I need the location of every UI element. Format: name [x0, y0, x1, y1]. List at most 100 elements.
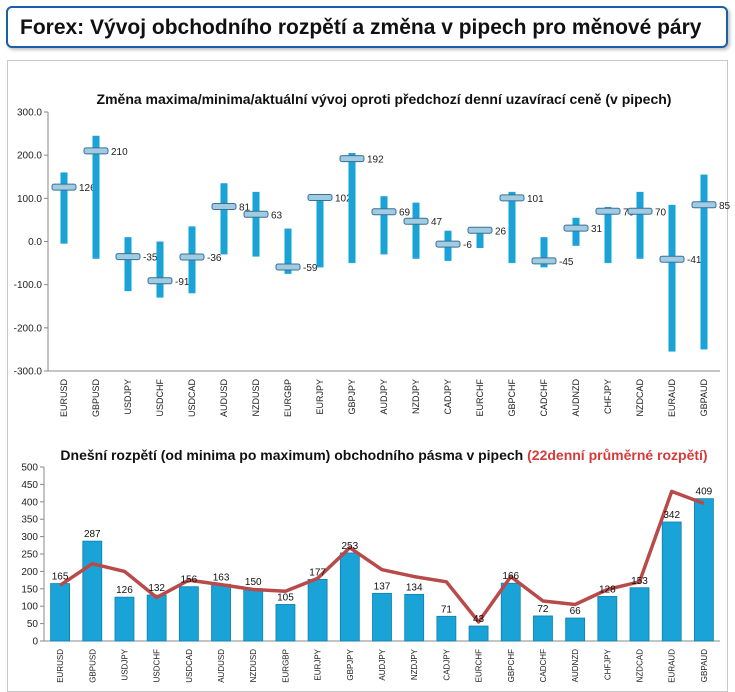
- chart2-category-label: GBPUSD: [88, 649, 97, 683]
- chart2-category-label: EURUSD: [56, 649, 65, 683]
- chart1-current-marker: [147, 277, 173, 285]
- chart2-bar: [307, 579, 328, 642]
- chart2-bar: [468, 625, 489, 642]
- chart2-bar: [372, 592, 392, 642]
- chart1-y-tick-label: -100.0: [14, 280, 43, 291]
- chart2-y-tick-label: 200: [21, 567, 38, 578]
- chart1-current-marker: [211, 203, 237, 211]
- chart1-current-marker: [51, 183, 77, 191]
- chart1-range-bar: [316, 194, 324, 268]
- chart1-range-bar: [668, 204, 676, 352]
- chart1-value-label: 69: [399, 208, 411, 219]
- chart2-title-highlight: (22denní průměrné rozpětí): [527, 447, 707, 463]
- chart2-bar: [114, 596, 135, 642]
- chart1-y-tick-label: 100.0: [17, 194, 42, 205]
- chart2-value-label: 43: [473, 614, 485, 625]
- chart1-range-bar: [60, 172, 68, 244]
- chart2-category-label: USDCAD: [185, 649, 194, 683]
- chart2-bar: [629, 587, 650, 642]
- chart1-category-label: GBPJPY: [347, 379, 357, 415]
- chart2-title-main: Dnešní rozpětí (od minima po maximum) ob…: [60, 447, 523, 463]
- chart1-value-label: 85: [719, 201, 731, 212]
- chart1-category-label: USDJPY: [123, 379, 133, 415]
- chart1-current-marker: [83, 147, 109, 155]
- chart2-category-label: EURAUD: [668, 649, 677, 683]
- chart1-value-label: -36: [207, 253, 222, 264]
- chart2-value-label: 177: [309, 567, 326, 578]
- chart1-value-label: -59: [303, 263, 318, 274]
- chart2-bar: [565, 617, 586, 642]
- chart1-y-tick-label: 200.0: [17, 151, 42, 162]
- chart1-category-label: NZDUSD: [251, 379, 261, 417]
- chart2-bar: [661, 521, 682, 642]
- chart2-category-label: EURCHF: [475, 649, 484, 682]
- chart1-value-label: 192: [367, 155, 384, 166]
- chart1-value-label: 26: [495, 226, 507, 237]
- chart2-y-tick-label: 150: [21, 584, 38, 595]
- chart1-value-label: -45: [559, 257, 574, 268]
- chart1-current-marker: [499, 194, 525, 202]
- chart2-bar: [694, 498, 714, 642]
- chart1-current-marker: [563, 224, 589, 232]
- chart1-current-marker: [531, 257, 557, 265]
- chart2-value-label: 166: [502, 571, 519, 582]
- chart2-y-tick-label: 450: [21, 480, 38, 491]
- chart1-category-label: EURAUD: [667, 379, 677, 418]
- chart2-category-label: EURJPY: [314, 648, 323, 680]
- chart2-bar: [404, 593, 425, 642]
- chart1-value-label: 102: [335, 193, 352, 204]
- chart1-category-label: CADJPY: [443, 379, 453, 415]
- chart2-bar: [50, 583, 70, 642]
- chart1-range-bar: [124, 237, 132, 292]
- chart2-bar: [436, 615, 457, 642]
- chart1-category-label: EURUSD: [59, 379, 69, 418]
- chart1-category-label: EURJPY: [315, 379, 325, 415]
- chart1-category-label: CHFJPY: [603, 379, 613, 414]
- chart1-range-bar: [476, 228, 484, 248]
- chart1-category-label: GBPUSD: [91, 379, 101, 418]
- chart1-y-tick-label: -200.0: [14, 323, 43, 334]
- chart2-value-label: 165: [52, 572, 69, 583]
- chart2-category-label: AUDNZD: [571, 649, 580, 683]
- chart1-current-marker: [435, 240, 461, 248]
- chart2-y-tick-label: 350: [21, 515, 38, 526]
- chart2-bar: [339, 552, 360, 642]
- chart1-value-label: 63: [271, 210, 283, 221]
- chart1-current-marker: [403, 217, 429, 225]
- chart2-category-label: USDCHF: [153, 649, 162, 682]
- chart2-y-tick-label: 100: [21, 602, 38, 613]
- chart1-current-marker: [371, 208, 397, 216]
- chart2-bar: [243, 588, 264, 642]
- chart2-value-label: 137: [374, 581, 391, 592]
- chart1-value-label: 47: [431, 217, 443, 228]
- chart1-range-bar: [252, 191, 260, 257]
- chart2-value-label: 156: [181, 575, 198, 586]
- chart2-value-label: 105: [277, 592, 294, 603]
- chart2-value-label: 132: [148, 583, 165, 594]
- chart1-range-bar: [572, 217, 580, 246]
- chart2-value-label: 150: [245, 577, 262, 588]
- chart2-bar: [82, 540, 103, 642]
- chart2-category-label: NZDUSD: [249, 649, 258, 683]
- chart2-value-label: 409: [696, 487, 713, 498]
- chart1-value-label: -35: [143, 253, 158, 264]
- charts-panel: [7, 60, 728, 692]
- chart2-value-label: 126: [116, 585, 133, 596]
- chart1-value-label: 81: [239, 203, 251, 214]
- chart1-value-label: -6: [463, 240, 472, 251]
- chart1-range-bar: [92, 135, 100, 259]
- chart2-y-tick-label: 400: [21, 497, 38, 508]
- chart2-value-label: 253: [341, 541, 358, 552]
- chart2-category-label: NZDCAD: [636, 649, 645, 683]
- chart1-current-marker: [243, 210, 269, 218]
- chart1-current-marker: [627, 207, 653, 215]
- chart2-value-label: 66: [570, 606, 582, 617]
- chart1-current-marker: [595, 207, 621, 215]
- chart1-value-label: 70: [655, 207, 667, 218]
- chart2-value-label: 287: [84, 529, 101, 540]
- chart1-value-label: 126: [79, 183, 96, 194]
- chart1-current-marker: [275, 263, 301, 271]
- chart2-category-label: GBPAUD: [700, 649, 709, 682]
- chart2-bar: [500, 582, 521, 642]
